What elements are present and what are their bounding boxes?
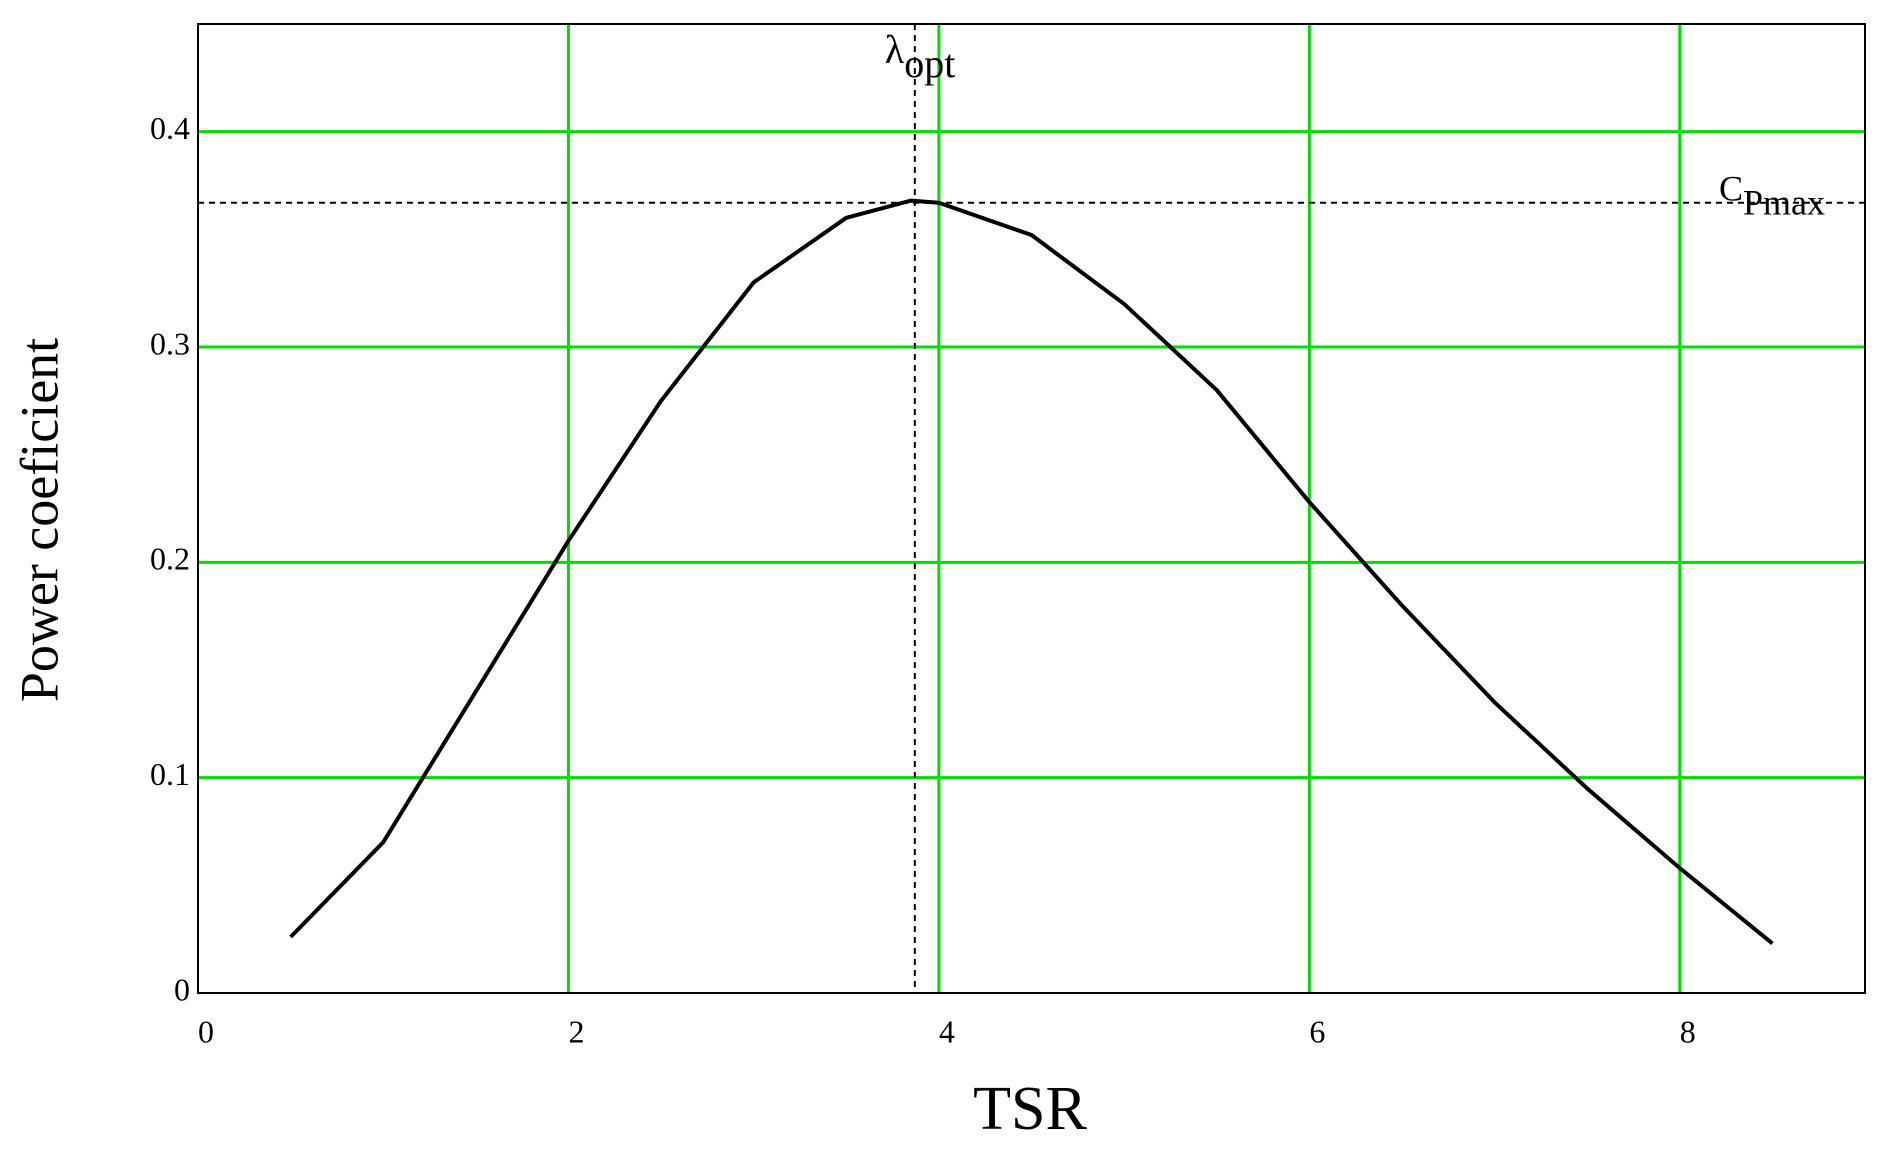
x-tick-label: 4: [939, 1013, 955, 1049]
x-tick-label: 8: [1680, 1013, 1696, 1049]
x-tick-label: 6: [1309, 1013, 1325, 1049]
plot-frame: [197, 23, 1866, 994]
y-tick-label: 0.4: [150, 110, 190, 146]
annotation-sub: Pmax: [1743, 183, 1825, 223]
annotation: λopt: [885, 27, 956, 86]
x-tick-label: 2: [568, 1013, 584, 1049]
x-tick-label: 0: [198, 1013, 214, 1049]
y-tick-label: 0.2: [150, 541, 190, 577]
y-tick-label: 0.1: [150, 756, 190, 792]
annotation: CPmax: [1719, 169, 1825, 223]
y-tick-label: 0.3: [150, 325, 190, 361]
y-axis-label: Power coeficient: [9, 338, 69, 702]
annotation-sub: opt: [904, 41, 955, 86]
y-tick-label: 0: [174, 971, 190, 1007]
annotation-main: C: [1719, 169, 1743, 209]
line: [289, 198, 1774, 946]
annotation-main: λ: [885, 27, 905, 72]
x-axis-label: TSR: [973, 1075, 1087, 1143]
